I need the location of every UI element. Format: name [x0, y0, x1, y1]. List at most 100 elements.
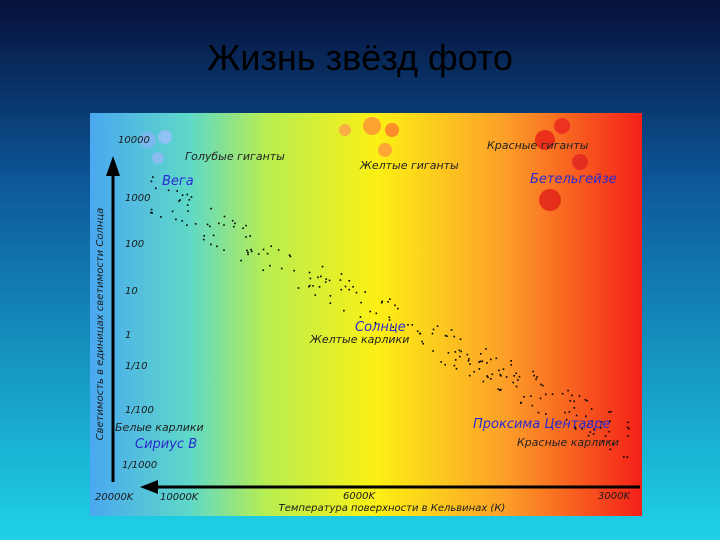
star-dot — [585, 415, 587, 417]
star-dot — [155, 187, 157, 190]
star-dot — [318, 286, 321, 288]
star-dot — [561, 392, 564, 395]
star-dot — [519, 402, 522, 404]
star-dot — [627, 421, 629, 424]
slide-title: Жизнь звёзд фото — [207, 37, 513, 78]
star-name: Сириус В — [135, 437, 197, 452]
star-dot — [176, 190, 178, 192]
star-dot — [262, 248, 265, 251]
star-dot — [459, 338, 462, 341]
x-axis-label: Температура поверхности в Кельвинах (К) — [279, 503, 506, 514]
star-dot — [473, 371, 475, 373]
star-name: Вега — [162, 174, 194, 189]
x-tick-label: 20000K — [95, 492, 135, 503]
star-dot — [432, 328, 435, 331]
star-dot — [478, 361, 480, 363]
star-dot — [574, 428, 577, 430]
star-dot — [246, 249, 248, 252]
star-dot — [262, 269, 264, 271]
star-name: Проксима Центавре — [473, 417, 610, 432]
star-dot — [343, 309, 345, 312]
star-dot — [486, 362, 488, 364]
star-dot — [312, 285, 314, 287]
diagram: 10000 1000 100 10 1 1/10 1/100 1/1000 20… — [90, 113, 642, 516]
star-dot — [481, 360, 484, 363]
star-dot — [203, 235, 205, 237]
star-dot — [612, 442, 614, 445]
star-dot — [245, 236, 247, 238]
star-dot — [460, 350, 462, 353]
star-dot — [537, 411, 540, 414]
star-dot — [289, 255, 292, 258]
star-dot — [486, 375, 488, 377]
star-dot — [187, 210, 189, 212]
star-dot — [175, 218, 177, 221]
star-dot — [223, 249, 225, 251]
star-dot — [309, 277, 312, 280]
star-dot — [478, 368, 481, 370]
x-tick-label: 3000K — [598, 491, 631, 502]
star-dot — [210, 207, 212, 210]
star-dot — [250, 248, 252, 251]
y-axis-label: Светимость в единицах светимости Солнца — [95, 208, 106, 441]
star-dot — [209, 225, 211, 228]
star-dot — [388, 316, 391, 319]
star-dot — [499, 373, 502, 376]
star-dot — [348, 280, 351, 282]
star-dot — [623, 456, 625, 458]
star-dot — [593, 428, 595, 431]
star-dot — [498, 369, 500, 372]
star-dot — [181, 194, 184, 196]
star-dot — [536, 376, 538, 378]
star-dot — [250, 250, 253, 253]
region-label: Желтые гиганты — [359, 159, 459, 172]
star-dot — [348, 288, 350, 291]
star-dot — [194, 223, 197, 225]
star-dot — [532, 370, 534, 373]
star-dot — [216, 245, 218, 248]
star-dot — [359, 316, 362, 318]
star-dot — [388, 319, 391, 321]
star-dot — [186, 224, 188, 226]
star-dot — [392, 326, 394, 328]
star-name: Солнце — [355, 320, 406, 335]
star-dot — [468, 358, 470, 360]
star-dot — [565, 418, 568, 421]
star-dot — [178, 200, 180, 202]
star-dot — [245, 224, 247, 227]
spectrum — [90, 113, 642, 516]
star-dot — [453, 335, 456, 338]
star-dot — [573, 425, 576, 428]
star-dot — [609, 420, 611, 422]
star-dot — [419, 332, 422, 335]
star-dot — [531, 404, 534, 407]
star-dot — [591, 420, 593, 422]
star-dot — [152, 176, 154, 178]
star-dot — [181, 220, 183, 222]
star-dot — [277, 249, 280, 251]
star-dot — [179, 199, 181, 201]
region-label: Красные гиганты — [487, 139, 589, 152]
star-dot — [453, 364, 456, 367]
star-dot — [308, 271, 311, 274]
star-dot — [455, 367, 458, 370]
star-dot — [523, 396, 525, 398]
star-dot — [308, 285, 310, 288]
star-dot — [247, 253, 249, 256]
star-dot — [431, 332, 434, 335]
star-dot — [411, 324, 414, 326]
star-dot — [171, 210, 174, 213]
star-dot — [269, 264, 271, 267]
star-dot — [280, 267, 283, 270]
region-label: Желтые карлики — [309, 333, 409, 346]
star-dot — [502, 368, 505, 370]
star-dot — [542, 384, 544, 387]
star-dot — [444, 334, 447, 337]
star-dot — [223, 215, 226, 218]
star-dot — [590, 408, 593, 410]
star-dot — [482, 380, 485, 383]
star-dot — [608, 411, 610, 413]
star-dot — [497, 388, 500, 390]
star-dot — [517, 379, 519, 381]
star-dot — [515, 372, 517, 375]
